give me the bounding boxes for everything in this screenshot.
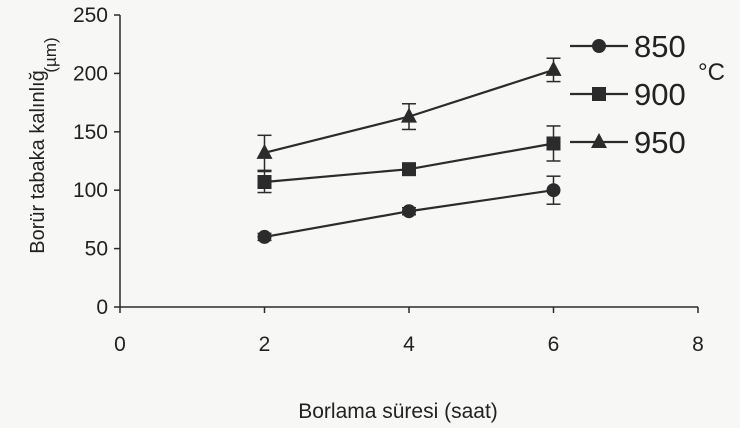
series-950 bbox=[256, 57, 562, 172]
legend-unit: °C bbox=[698, 59, 725, 86]
legend-item-850: 850 bbox=[570, 29, 686, 64]
data-point bbox=[546, 183, 561, 198]
data-point bbox=[401, 107, 417, 123]
series-layer bbox=[256, 57, 562, 244]
x-tick-label: 2 bbox=[259, 333, 271, 356]
data-point bbox=[545, 60, 562, 76]
y-tick-label: 200 bbox=[73, 62, 108, 85]
x-tick-label: 8 bbox=[692, 333, 704, 356]
legend: 850 900 950 bbox=[570, 29, 686, 160]
y-tick-label: 0 bbox=[96, 296, 108, 319]
data-point bbox=[257, 175, 272, 190]
data-point bbox=[402, 204, 416, 219]
data-point bbox=[256, 143, 273, 159]
x-tick-label: 6 bbox=[548, 333, 560, 356]
y-tick-label: 100 bbox=[73, 179, 108, 202]
data-point bbox=[546, 136, 561, 151]
y-tick-label: 50 bbox=[85, 238, 108, 261]
y-axis-label: Borür tabaka kalınlığ bbox=[27, 70, 49, 253]
data-point bbox=[402, 162, 416, 177]
y-axis-unit: (µm) bbox=[41, 37, 60, 72]
x-axis-label: Borlama süresi (saat) bbox=[298, 400, 498, 423]
series-900 bbox=[257, 125, 561, 194]
y-tick-label: 250 bbox=[73, 4, 108, 27]
legend-label: 850 bbox=[634, 29, 686, 64]
y-tick-label: 150 bbox=[73, 121, 108, 144]
legend-marker bbox=[591, 133, 607, 148]
data-point bbox=[257, 229, 272, 244]
legend-item-900: 900 bbox=[570, 77, 686, 112]
legend-item-950: 950 bbox=[570, 125, 686, 160]
legend-marker bbox=[592, 39, 606, 53]
x-tick-label: 4 bbox=[403, 333, 415, 356]
legend-label: 950 bbox=[634, 125, 686, 160]
legend-label: 900 bbox=[634, 77, 686, 112]
axes: 0 50 100 150 200 250 0 2 4 6 8 bbox=[73, 4, 704, 356]
legend-marker bbox=[592, 87, 606, 101]
series-850 bbox=[257, 175, 561, 244]
x-tick-label: 0 bbox=[114, 333, 126, 356]
